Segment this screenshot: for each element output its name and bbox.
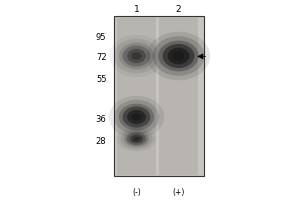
- Ellipse shape: [130, 135, 143, 143]
- Ellipse shape: [114, 100, 159, 134]
- Bar: [114, 16, 204, 176]
- Bar: [159, 17, 198, 175]
- Ellipse shape: [158, 41, 199, 71]
- Ellipse shape: [119, 43, 154, 69]
- Ellipse shape: [168, 48, 189, 64]
- Ellipse shape: [163, 44, 194, 68]
- Text: 72: 72: [96, 52, 106, 62]
- Text: 95: 95: [96, 32, 106, 42]
- Bar: [117, 17, 156, 175]
- Text: 36: 36: [96, 114, 106, 123]
- Ellipse shape: [109, 96, 164, 138]
- Ellipse shape: [114, 39, 159, 73]
- Ellipse shape: [109, 35, 164, 77]
- Ellipse shape: [133, 137, 140, 141]
- Text: 1: 1: [134, 4, 140, 14]
- Ellipse shape: [123, 45, 150, 67]
- Ellipse shape: [123, 106, 150, 128]
- Text: (-): (-): [132, 188, 141, 196]
- Ellipse shape: [127, 49, 146, 63]
- Text: 2: 2: [176, 4, 181, 14]
- Ellipse shape: [124, 131, 149, 147]
- Text: (+): (+): [172, 188, 185, 196]
- Ellipse shape: [127, 110, 146, 124]
- Ellipse shape: [173, 52, 184, 60]
- Ellipse shape: [127, 133, 146, 145]
- Ellipse shape: [147, 32, 210, 80]
- Text: 28: 28: [96, 136, 106, 146]
- Text: 55: 55: [96, 74, 106, 84]
- Ellipse shape: [131, 113, 142, 121]
- Ellipse shape: [131, 52, 142, 60]
- Ellipse shape: [153, 36, 204, 76]
- Ellipse shape: [117, 127, 156, 151]
- Ellipse shape: [120, 129, 153, 149]
- Ellipse shape: [119, 104, 154, 130]
